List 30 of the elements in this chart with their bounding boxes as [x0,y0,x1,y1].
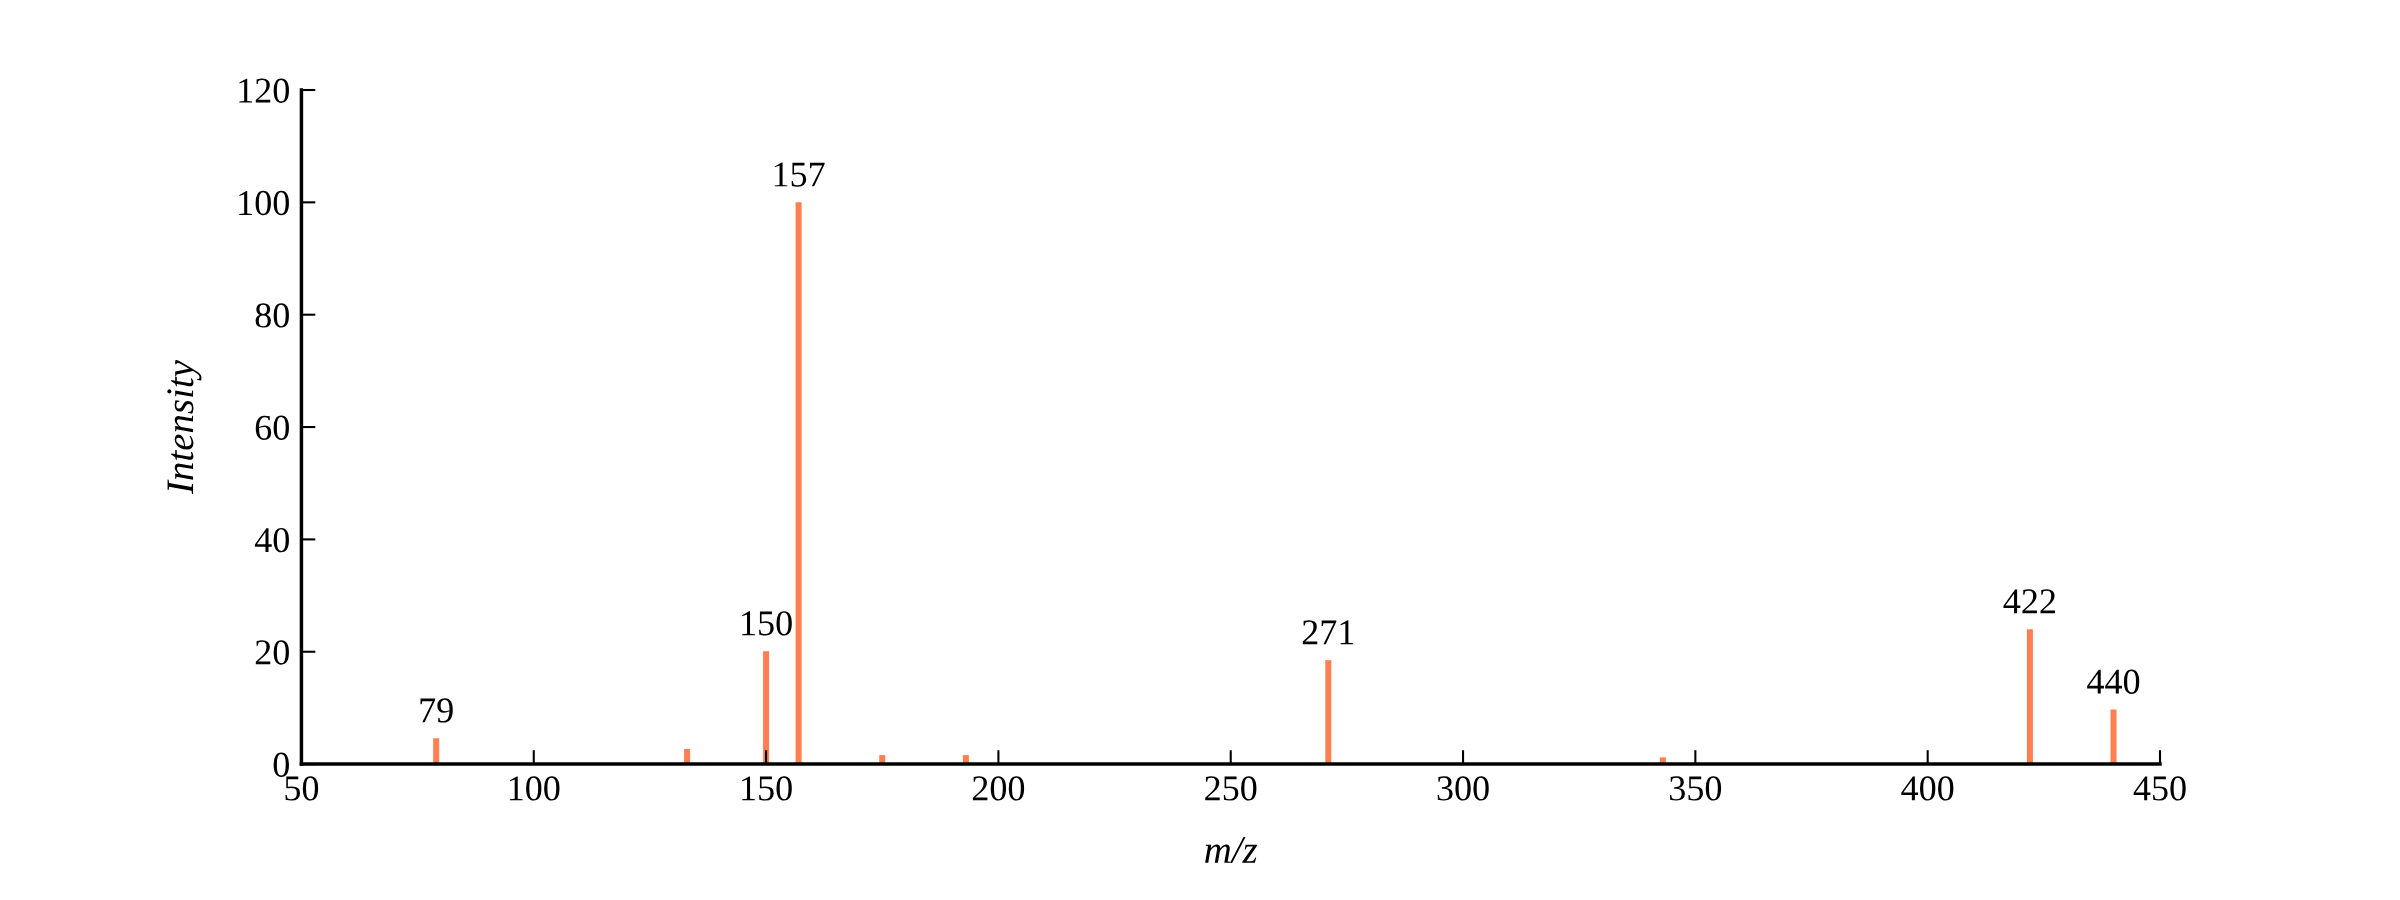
bar [433,738,440,765]
bar [1325,660,1332,765]
annotation: 440 [2087,669,2140,694]
y-tick-label: 20 [255,640,289,665]
annotation: 271 [1302,620,1354,645]
bar [795,202,802,765]
x-tick-label: 450 [2133,776,2186,801]
x-tick-label: 350 [1670,776,1722,801]
x-tick-label: 300 [1437,776,1489,801]
y-axis-title: Intensity [167,360,202,495]
y-tick-label: 60 [255,415,289,440]
x-tick-label: 400 [1901,776,1954,801]
y-tick-label: 120 [239,78,289,103]
bar [2110,709,2117,765]
x-tick-label: 150 [742,776,792,801]
x-tick-label: 50 [285,776,319,801]
x-tick-label: 100 [509,776,560,801]
annotation: 79 [420,698,453,723]
annotation: 157 [774,162,825,187]
bar [763,651,770,765]
annotation: 422 [2003,589,2055,614]
y-tick-label: 0 [273,752,289,777]
x-tick-label: 200 [972,776,1025,801]
y-tick-label: 40 [254,527,289,553]
bar [2026,629,2033,765]
x-tick-label: 250 [1205,776,1257,801]
y-tick-label: 80 [255,303,289,328]
y-tick-label: 100 [239,190,289,216]
annotation: 150 [742,611,792,636]
x-axis-title: m/z [1205,837,1258,864]
